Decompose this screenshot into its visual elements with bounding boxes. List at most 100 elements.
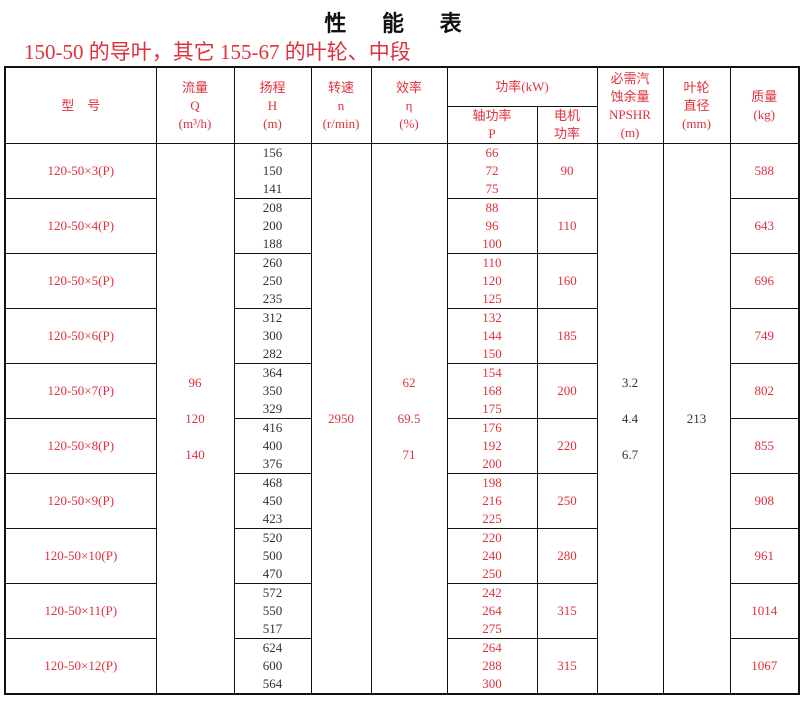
cell-value: 168 <box>482 383 502 398</box>
mass-cell: 961 <box>729 528 800 584</box>
cell-value: 235 <box>262 291 283 306</box>
header-shaft-power: 轴功率 P <box>446 106 538 144</box>
cell-value: 154 <box>482 365 502 380</box>
mass-cell: 855 <box>729 418 800 474</box>
shaft-power-cell: 242 264 275 <box>446 583 538 639</box>
model-cell: 120-50×12(P) <box>4 638 157 695</box>
cell-value: 572 <box>262 585 283 600</box>
table-row: 120-50×5(P) 260 250 235 110 120 125 160 696 <box>4 253 800 309</box>
cell-value: 517 <box>262 621 283 636</box>
shaft-power-cell: 132 144 150 <box>446 308 538 364</box>
head-cell: 572 550 517 <box>233 583 312 639</box>
cell-value: 120 <box>185 410 205 426</box>
head-cell: 312 300 282 <box>233 308 312 364</box>
shaft-power-cell: 176 192 200 <box>446 418 538 474</box>
motor-power-cell: 110 <box>536 198 598 254</box>
table-row: 120-50×7(P) 364 350 329 154 168 175 200 802 <box>4 363 800 419</box>
motor-power-cell: 200 <box>536 363 598 419</box>
cell-value: 132 <box>482 310 502 325</box>
cell-value: 376 <box>262 456 283 471</box>
cell-value: 220 <box>482 530 502 545</box>
page-title: 性 能 表 <box>324 12 476 37</box>
table-row: 120-50×12(P) 624 600 564 264 288 300 315 1067 <box>4 638 800 695</box>
cell-value: 75 <box>485 181 499 196</box>
header-efficiency: 效率 η (%) <box>370 66 448 144</box>
cell-value: 188 <box>262 236 283 251</box>
shaft-power-cell: 198 216 225 <box>446 473 538 529</box>
table-row: 120-50×3(P) 96 120 140 156 150 141 2950 62 69.5 71… <box>4 143 800 695</box>
cell-value: 450 <box>262 493 283 508</box>
header-motor-power: 电机 功率 <box>536 106 598 144</box>
header-npshr: 必需汽 蚀余量 NPSHR (m) <box>596 66 664 144</box>
npshr-cell: 3.2 4.4 6.7 <box>596 143 664 695</box>
efficiency-cell: 62 69.5 71 <box>370 143 448 695</box>
head-cell: 260 250 235 <box>233 253 312 309</box>
mass-cell: 1014 <box>729 583 800 639</box>
head-cell: 468 450 423 <box>233 473 312 529</box>
cell-value: 300 <box>262 328 283 343</box>
motor-power-cell: 220 <box>536 418 598 474</box>
motor-power-cell: 315 <box>536 583 598 639</box>
cell-value: 198 <box>482 475 502 490</box>
motor-power-cell: 315 <box>536 638 598 695</box>
cell-value: 242 <box>482 585 502 600</box>
cell-value: 329 <box>262 401 283 416</box>
cell-value: 88 <box>485 200 499 215</box>
head-cell: 416 400 376 <box>233 418 312 474</box>
table-row: 120-50×11(P) 572 550 517 242 264 275 315 1014 <box>4 583 800 639</box>
table-row: 120-50×10(P) 520 500 470 220 240 250 280 961 <box>4 528 800 584</box>
header-speed: 转速 n (r/min) <box>310 66 372 144</box>
speed-cell: 2950 <box>310 143 372 695</box>
cell-value: 69.5 <box>397 410 421 426</box>
cell-value: 144 <box>482 328 502 343</box>
mass-cell: 588 <box>729 143 800 199</box>
header-head: 扬程 H (m) <box>233 66 312 144</box>
mass-cell: 643 <box>729 198 800 254</box>
cell-value: 140 <box>185 446 205 462</box>
cell-value: 150 <box>482 346 502 361</box>
cell-value: 96 <box>188 374 202 390</box>
cell-value: 288 <box>482 658 502 673</box>
model-cell: 120-50×6(P) <box>4 308 157 364</box>
motor-power-cell: 185 <box>536 308 598 364</box>
cell-value: 71 <box>402 446 416 462</box>
cell-value: 470 <box>262 566 283 581</box>
table-row: 120-50×4(P) 208 200 188 88 96 100 110 643 <box>4 198 800 254</box>
cell-value: 240 <box>482 548 502 563</box>
shaft-power-cell: 264 288 300 <box>446 638 538 695</box>
motor-power-cell: 280 <box>536 528 598 584</box>
mass-cell: 749 <box>729 308 800 364</box>
cell-value: 6.7 <box>621 446 639 462</box>
cell-value: 110 <box>482 255 502 270</box>
cell-value: 624 <box>262 640 283 655</box>
motor-power-cell: 160 <box>536 253 598 309</box>
cell-value: 550 <box>262 603 283 618</box>
head-cell: 624 600 564 <box>233 638 312 695</box>
cell-value: 200 <box>262 218 283 233</box>
flow-cell: 96 120 140 <box>155 143 235 695</box>
model-cell: 120-50×11(P) <box>4 583 157 639</box>
cell-value: 416 <box>262 420 283 435</box>
cell-value: 4.4 <box>621 410 639 426</box>
cell-value: 520 <box>262 530 283 545</box>
model-cell: 120-50×4(P) <box>4 198 157 254</box>
mass-cell: 696 <box>729 253 800 309</box>
motor-power-cell: 250 <box>536 473 598 529</box>
cell-value: 62 <box>402 374 416 390</box>
cell-value: 600 <box>262 658 283 673</box>
head-cell: 364 350 329 <box>233 363 312 419</box>
head-cell: 156 150 141 <box>233 143 312 199</box>
cell-value: 175 <box>482 401 502 416</box>
mass-cell: 1067 <box>729 638 800 695</box>
cell-value: 156 <box>262 145 283 160</box>
model-cell: 120-50×3(P) <box>4 143 157 199</box>
cell-value: 225 <box>482 511 502 526</box>
cell-value: 275 <box>482 621 502 636</box>
header-model: 型 号 <box>4 66 157 144</box>
model-cell: 120-50×10(P) <box>4 528 157 584</box>
mass-cell: 908 <box>729 473 800 529</box>
cell-value: 208 <box>262 200 283 215</box>
shaft-power-cell: 220 240 250 <box>446 528 538 584</box>
shaft-power-cell: 110 120 125 <box>446 253 538 309</box>
performance-table: 型 号 流量 Q (m³/h) 扬程 H (m) 转速 n (r/min) 效率 η (%) 功… <box>4 66 800 695</box>
